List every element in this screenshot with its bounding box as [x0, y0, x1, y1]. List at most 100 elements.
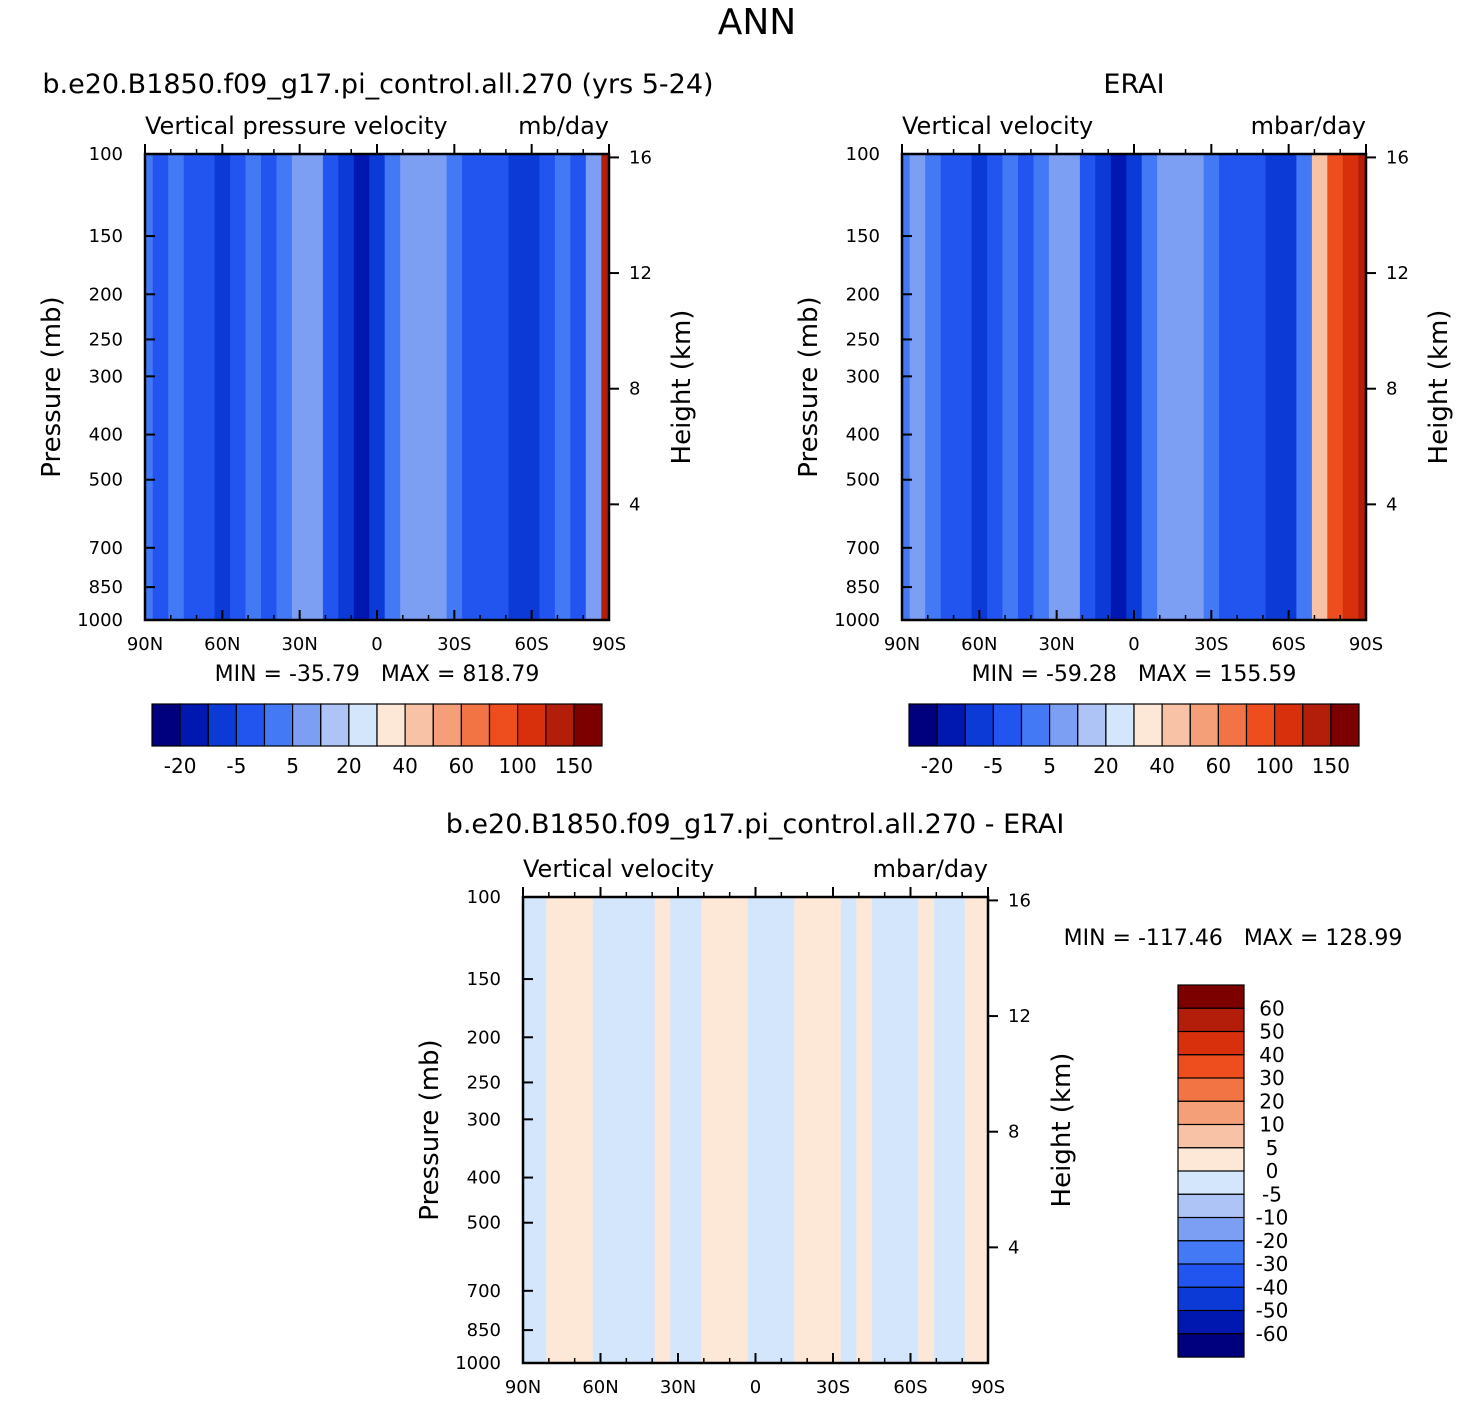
colorbar-label: 30 [1259, 1066, 1284, 1090]
contour-band [1280, 154, 1297, 620]
contour-band [276, 154, 293, 620]
colorbar-swatch [1161, 703, 1191, 747]
panel-model-stats: MIN = -35.79 MAX = 818.79 [215, 662, 540, 687]
colorbar-swatch [151, 703, 181, 747]
figure-title: ANN [718, 2, 797, 43]
contour-band [685, 897, 702, 1363]
contour-band [794, 897, 811, 1363]
contour-band [1126, 154, 1143, 620]
colorbar-swatch [1177, 1309, 1245, 1335]
colorbar-label: 60 [1206, 754, 1231, 778]
contour-band [1048, 154, 1065, 620]
panel-erai-y2label: Height (km) [1424, 310, 1454, 465]
colorbar-swatch [1302, 703, 1332, 747]
colorbar-label: 40 [392, 754, 417, 778]
y2-tick-label: 16 [1386, 147, 1409, 168]
y2-tick-label: 8 [1386, 379, 1397, 400]
y-tick-label: 500 [467, 1213, 501, 1234]
panel-diff-title: b.e20.B1850.f09_g17.pi_control.all.270 -… [446, 809, 1065, 840]
y2-tick-label: 16 [629, 147, 652, 168]
contour-band [214, 154, 231, 620]
colorbar-label: 0 [1266, 1159, 1279, 1183]
contour-band [1265, 154, 1282, 620]
colorbar-label: -40 [1256, 1275, 1289, 1299]
contour-band [168, 154, 185, 620]
contour-band [400, 154, 417, 620]
colorbar-label: 150 [1312, 754, 1350, 778]
contour-band [1002, 154, 1019, 620]
colorbar-swatch [1177, 1240, 1245, 1265]
colorbar-swatch [964, 703, 994, 747]
contour-band [1296, 154, 1313, 620]
colorbar-swatch [179, 703, 209, 747]
colorbar-label: -20 [921, 754, 954, 778]
panel-erai-plot: 90N 60N 30N 0 30S 60S 90S 100 150 200 250 300 400 500… [834, 144, 1409, 655]
colorbar-label: 150 [555, 754, 593, 778]
contour-band [152, 154, 169, 620]
y-tick-label: 250 [467, 1072, 501, 1093]
panel-model-plot: 90N 60N 30N 0 30S 60S 90S 100 150 200 250 300 400 500… [77, 144, 652, 655]
x-tick-label: 60N [582, 1377, 618, 1398]
colorbar-swatch [460, 703, 491, 747]
y2-tick-label: 4 [1386, 494, 1397, 515]
colorbar-swatch [1177, 1077, 1245, 1102]
colorbar-swatch [348, 703, 378, 747]
colorbar-swatch [992, 703, 1023, 747]
contour-band [971, 154, 988, 620]
y-tick-label: 300 [89, 366, 123, 387]
colorbar-swatch [404, 703, 434, 747]
colorbar-swatch [235, 703, 266, 747]
contour-band [732, 897, 749, 1363]
contour-band [701, 897, 718, 1363]
colorbar-label: 40 [1149, 754, 1174, 778]
contour-band [585, 154, 602, 620]
contour-band [601, 154, 610, 620]
contour-band [747, 897, 764, 1363]
colorbar-swatch [292, 703, 322, 747]
y-tick-label: 150 [89, 226, 123, 247]
contour-band [1203, 154, 1220, 620]
contour-band [183, 154, 200, 620]
panel-model-subtitle-right: mb/day [518, 112, 609, 140]
y-tick-label: 1000 [834, 610, 880, 631]
x-tick-label: 60S [514, 634, 548, 655]
contour-band [1064, 154, 1081, 620]
contour-band [508, 154, 525, 620]
contour-band [570, 154, 587, 620]
colorbar-label: -60 [1256, 1322, 1289, 1346]
y2-tick-label: 16 [1008, 890, 1031, 911]
y-tick-label: 300 [467, 1109, 501, 1130]
contour-band [980, 897, 989, 1363]
contour-band [1172, 154, 1189, 620]
x-tick-label: 60N [204, 634, 240, 655]
y-tick-label: 400 [846, 425, 880, 446]
colorbar-swatch [1133, 703, 1163, 747]
contour-band [384, 154, 401, 620]
colorbar-label: -50 [1256, 1299, 1289, 1323]
colorbar-swatch [488, 703, 519, 747]
panel-erai-subtitle-left: Vertical velocity [902, 112, 1093, 140]
contour-band [307, 154, 324, 620]
x-tick-label: 30S [816, 1377, 850, 1398]
panel-diff: b.e20.B1850.f09_g17.pi_control.all.270 -… [415, 809, 1402, 1398]
colorbar-swatch [432, 703, 462, 747]
colorbar-label: 40 [1259, 1043, 1284, 1067]
y-tick-label: 400 [467, 1168, 501, 1189]
colorbar-swatch [1177, 1170, 1245, 1195]
contour-band [245, 154, 262, 620]
contour-band [763, 897, 780, 1363]
contour-band [940, 154, 957, 620]
y-tick-label: 200 [89, 284, 123, 305]
contour-band [964, 897, 981, 1363]
contour-band [477, 154, 494, 620]
contour-band [230, 154, 247, 620]
colorbar-swatch [263, 703, 294, 747]
colorbar-label: 20 [1259, 1089, 1284, 1113]
contour-band [809, 897, 826, 1363]
panel-model-colorbar: -20 -5 5 20 40 60 100 150 [151, 703, 603, 778]
contour-band [546, 897, 563, 1363]
contour-band [623, 897, 640, 1363]
x-tick-label: 30S [437, 634, 471, 655]
colorbar-label: 100 [1256, 754, 1294, 778]
contour-band [1234, 154, 1251, 620]
